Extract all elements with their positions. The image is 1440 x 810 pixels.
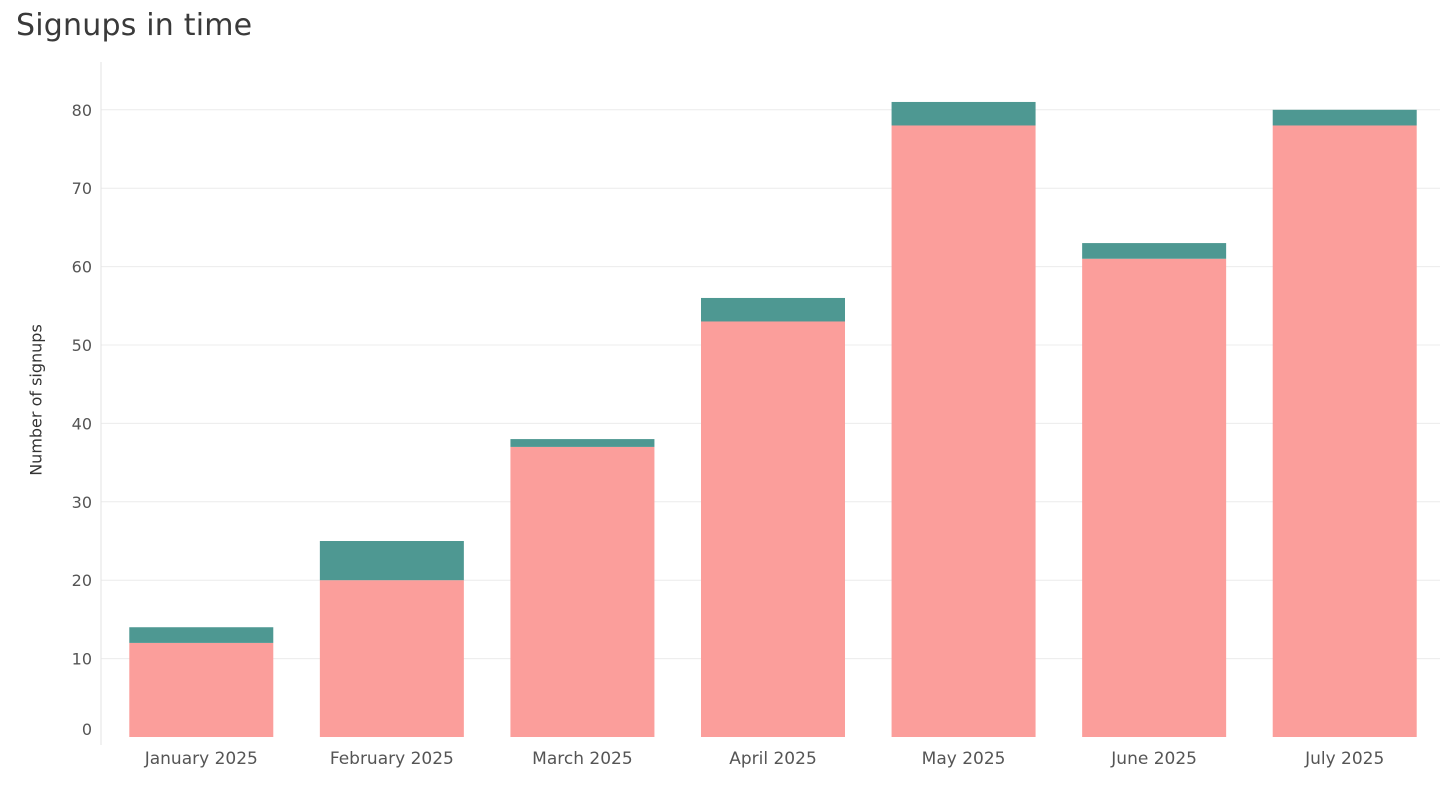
x-tick-label: April 2025 (729, 749, 817, 769)
bar-segment[interactable] (510, 439, 655, 447)
y-tick-label: 30 (72, 493, 92, 512)
bar-segment[interactable] (1272, 109, 1417, 126)
y-tick-label: 0 (82, 720, 92, 739)
bar-segment[interactable] (319, 580, 464, 737)
chart-title: Signups in time (16, 8, 253, 43)
x-tick-label: May 2025 (922, 749, 1006, 769)
x-tick-label: January 2025 (144, 749, 258, 769)
y-tick-label: 50 (72, 336, 92, 355)
bar-segment[interactable] (891, 125, 1036, 738)
bar-segment[interactable] (510, 446, 655, 737)
bar-segment[interactable] (1082, 258, 1227, 737)
y-tick-labels: 0 10 20 30 40 50 60 70 80 (72, 101, 92, 739)
x-tick-label: March 2025 (532, 749, 633, 769)
bar-segment[interactable] (319, 541, 464, 581)
x-tick-label: July 2025 (1304, 749, 1384, 769)
x-tick-label: February 2025 (330, 749, 454, 769)
y-tick-label: 70 (72, 179, 92, 198)
x-tick-label: June 2025 (1110, 749, 1197, 769)
bars (129, 101, 1417, 738)
y-tick-label: 10 (72, 650, 92, 669)
bar-segment[interactable] (1272, 125, 1417, 738)
x-tick-labels: January 2025 February 2025 March 2025 April… (144, 749, 1385, 769)
bar-segment[interactable] (129, 627, 274, 643)
bar-segment[interactable] (701, 297, 845, 322)
y-tick-label: 40 (72, 414, 92, 433)
y-tick-label: 80 (72, 101, 92, 120)
bar-segment[interactable] (891, 101, 1036, 126)
y-tick-label: 20 (72, 571, 92, 590)
bar-segment[interactable] (701, 321, 845, 737)
bar-segment[interactable] (129, 642, 274, 737)
y-tick-label: 60 (72, 258, 92, 277)
bar-segment[interactable] (1082, 243, 1227, 259)
